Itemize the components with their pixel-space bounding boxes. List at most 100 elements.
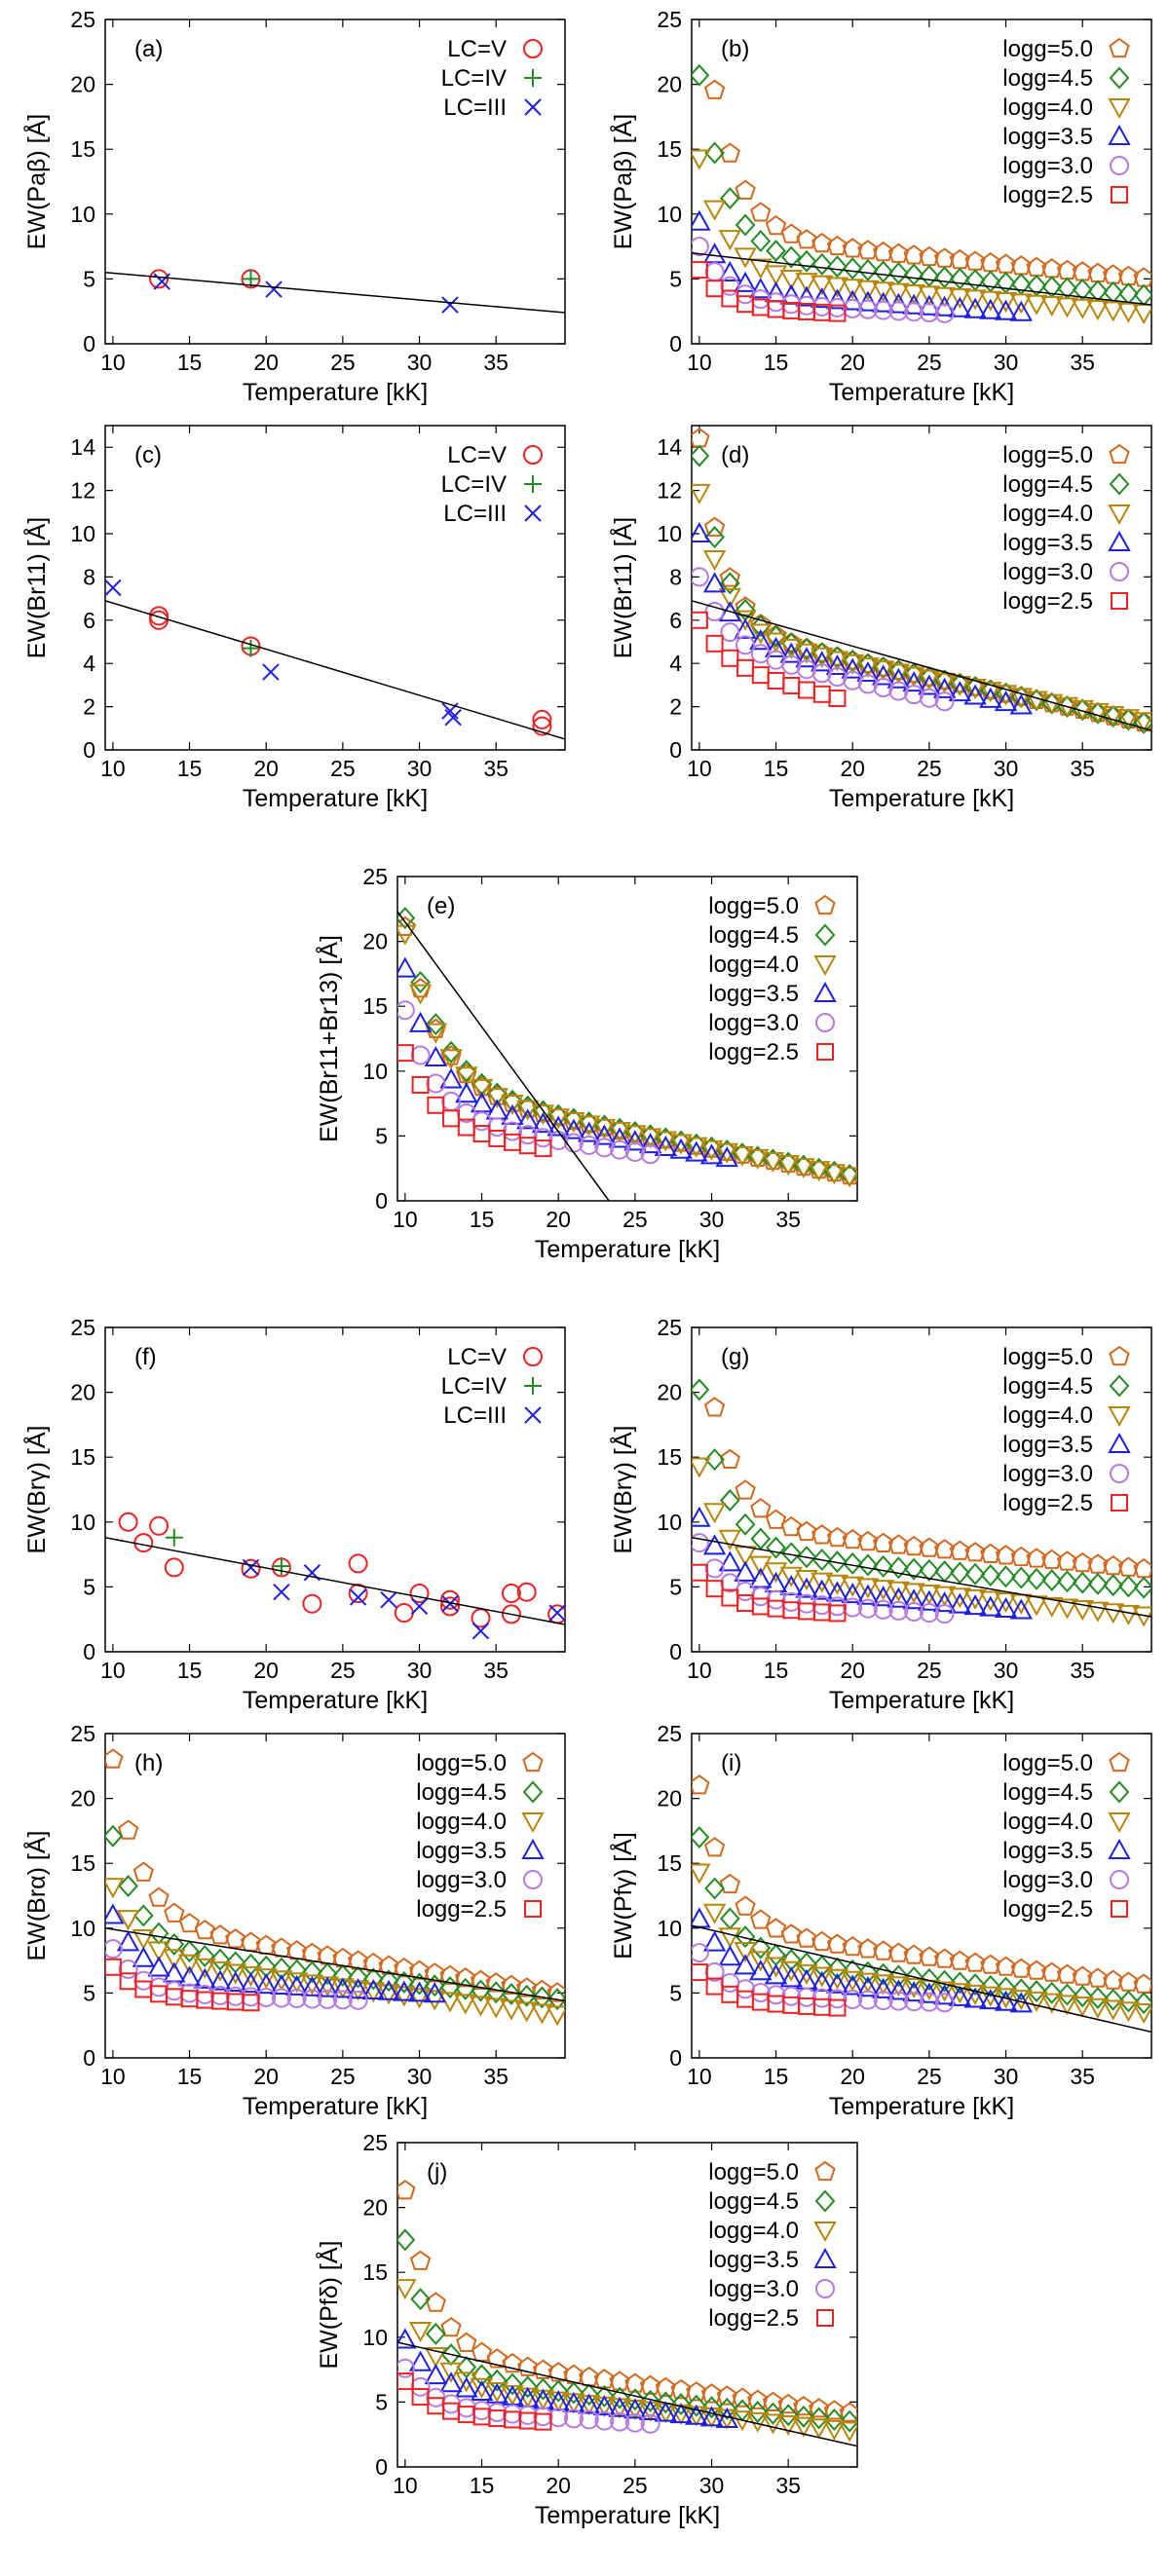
data-point-logg-3-5 <box>699 2406 724 2427</box>
data-point-logg-4-0 <box>749 1951 773 1972</box>
data-point-logg-3-0 <box>873 1599 893 1620</box>
data-point-logg-4-0 <box>516 1100 540 1121</box>
data-point-logg-3-0 <box>548 2408 569 2428</box>
data-layer <box>692 428 1151 734</box>
data-point-logg-4-5 <box>1026 1980 1047 2003</box>
data-point-logg-3-5 <box>963 1987 987 2008</box>
data-point-logg-2-5 <box>196 1991 214 2009</box>
legend-label-logg-5-0: logg=5.0 <box>1002 36 1093 62</box>
data-point-lc-iii <box>242 1558 260 1577</box>
data-point-logg-5-0 <box>857 1938 879 1959</box>
data-point-logg-5-0 <box>378 1955 399 1975</box>
legend-label-lc-iii: LC=III <box>443 501 507 527</box>
data-point-logg-3-5 <box>779 1575 803 1596</box>
data-point-logg-3-5 <box>718 1550 742 1572</box>
data-point-logg-3-5 <box>397 956 417 978</box>
y-tick-label: 5 <box>669 1574 682 1599</box>
data-point-logg-3-0 <box>397 2358 415 2378</box>
data-point-logg-4-0 <box>284 1972 309 1994</box>
legend-label-logg-5-0: logg=5.0 <box>1002 1344 1093 1370</box>
legend-label-logg-3-0: logg=3.0 <box>708 1010 799 1036</box>
data-point-logg-3-5 <box>856 660 880 683</box>
data-point-logg-5-0 <box>995 1956 1017 1976</box>
data-point-lc-v <box>501 1584 521 1604</box>
legend-marker-lc-iii <box>524 98 542 116</box>
y-tick-label: 0 <box>669 2045 682 2071</box>
data-point-logg-3-0 <box>692 1943 709 1963</box>
data-point-logg-4-5 <box>964 1973 986 1997</box>
data-point-logg-4-0 <box>838 2421 857 2443</box>
data-point-logg-3-0 <box>827 667 848 688</box>
data-point-logg-4-5 <box>903 263 924 286</box>
y-tick-label: 10 <box>362 2325 388 2350</box>
x-axis-label: Temperature [kK] <box>829 1687 1014 1714</box>
data-point-logg-4-0 <box>825 1574 849 1595</box>
data-point-logg-4-0 <box>902 1583 925 1604</box>
data-point-logg-4-0 <box>1116 2001 1141 2023</box>
data-point-logg-4-5 <box>919 1558 940 1582</box>
legend-marker-logg-3-0 <box>1110 1464 1129 1483</box>
data-point-logg-3-5 <box>193 1967 216 1989</box>
data-point-logg-3-5 <box>702 1930 727 1952</box>
data-point-logg-3-5 <box>408 1011 433 1032</box>
data-point-logg-3-0 <box>579 1135 599 1155</box>
data-point-logg-3-0 <box>735 635 756 655</box>
y-tick-label: 25 <box>362 864 388 889</box>
data-point-logg-4-5 <box>547 1103 569 1127</box>
data-point-logg-5-0 <box>132 1861 154 1882</box>
legend-label-logg-3-0: logg=3.0 <box>1002 559 1093 585</box>
data-point-logg-4-5 <box>873 1554 894 1578</box>
legend-label-logg-3-5: logg=3.5 <box>1002 124 1093 150</box>
data-point-logg-3-5 <box>994 691 1018 712</box>
data-point-logg-4-0 <box>1101 1999 1125 2021</box>
data-point-logg-4-0 <box>779 269 803 291</box>
data-point-logg-4-5 <box>796 1546 817 1569</box>
data-point-logg-4-0 <box>702 550 727 572</box>
data-point-logg-2-5 <box>767 671 785 690</box>
data-point-logg-4-5 <box>704 526 725 549</box>
plot-frame <box>104 19 566 345</box>
y-tick-label: 25 <box>657 1315 682 1340</box>
data-point-logg-5-0 <box>887 243 910 263</box>
data-point-logg-4-0 <box>841 1576 864 1597</box>
data-point-logg-4-0 <box>731 2410 754 2432</box>
data-point-logg-4-5 <box>1087 1572 1109 1595</box>
data-point-logg-3-5 <box>699 1143 724 1165</box>
data-point-logg-3-5 <box>424 1045 448 1067</box>
legend-marker-logg-3-0 <box>1110 562 1129 581</box>
data-point-logg-4-0 <box>407 1988 432 2009</box>
data-point-logg-2-5 <box>692 261 708 280</box>
legend-marker-logg-4-5 <box>1109 66 1130 90</box>
data-point-logg-3-5 <box>764 1963 788 1985</box>
data-point-logg-5-0 <box>1072 1965 1093 1986</box>
data-point-logg-5-0 <box>719 1448 740 1469</box>
x-tick-label: 30 <box>994 756 1019 781</box>
data-point-logg-4-0 <box>764 1562 788 1584</box>
data-point-logg-2-5 <box>211 1992 229 2010</box>
data-point-logg-3-5 <box>516 1108 540 1130</box>
data-point-logg-3-5 <box>547 1115 570 1137</box>
data-point-logg-4-5 <box>827 1550 848 1574</box>
data-layer <box>105 1512 565 1640</box>
data-point-logg-2-5 <box>751 1597 770 1616</box>
data-point-logg-5-0 <box>839 2402 857 2422</box>
data-point-logg-5-0 <box>765 1509 787 1529</box>
data-point-logg-4-0 <box>1086 1997 1110 2019</box>
data-point-logg-3-5 <box>577 1121 601 1142</box>
x-axis-label: Temperature [kK] <box>829 2093 1014 2120</box>
data-point-logg-4-5 <box>302 1960 322 1984</box>
data-point-lc-v <box>241 1558 261 1579</box>
data-point-logg-3-0 <box>720 1573 740 1593</box>
data-point-logg-4-5 <box>824 2408 845 2432</box>
x-tick-label: 35 <box>775 1207 801 1232</box>
y-tick-label: 0 <box>669 331 682 356</box>
data-point-logg-3-5 <box>592 1124 617 1145</box>
data-point-logg-4-0 <box>1086 1601 1110 1623</box>
data-point-logg-5-0 <box>409 978 432 998</box>
data-point-logg-3-5 <box>397 2328 417 2349</box>
x-tick-label: 20 <box>253 2064 279 2089</box>
data-point-logg-3-5 <box>685 2404 708 2425</box>
data-point-logg-3-5 <box>132 1946 156 1967</box>
data-point-lc-iii <box>262 663 280 681</box>
plot-frame <box>396 876 858 1202</box>
